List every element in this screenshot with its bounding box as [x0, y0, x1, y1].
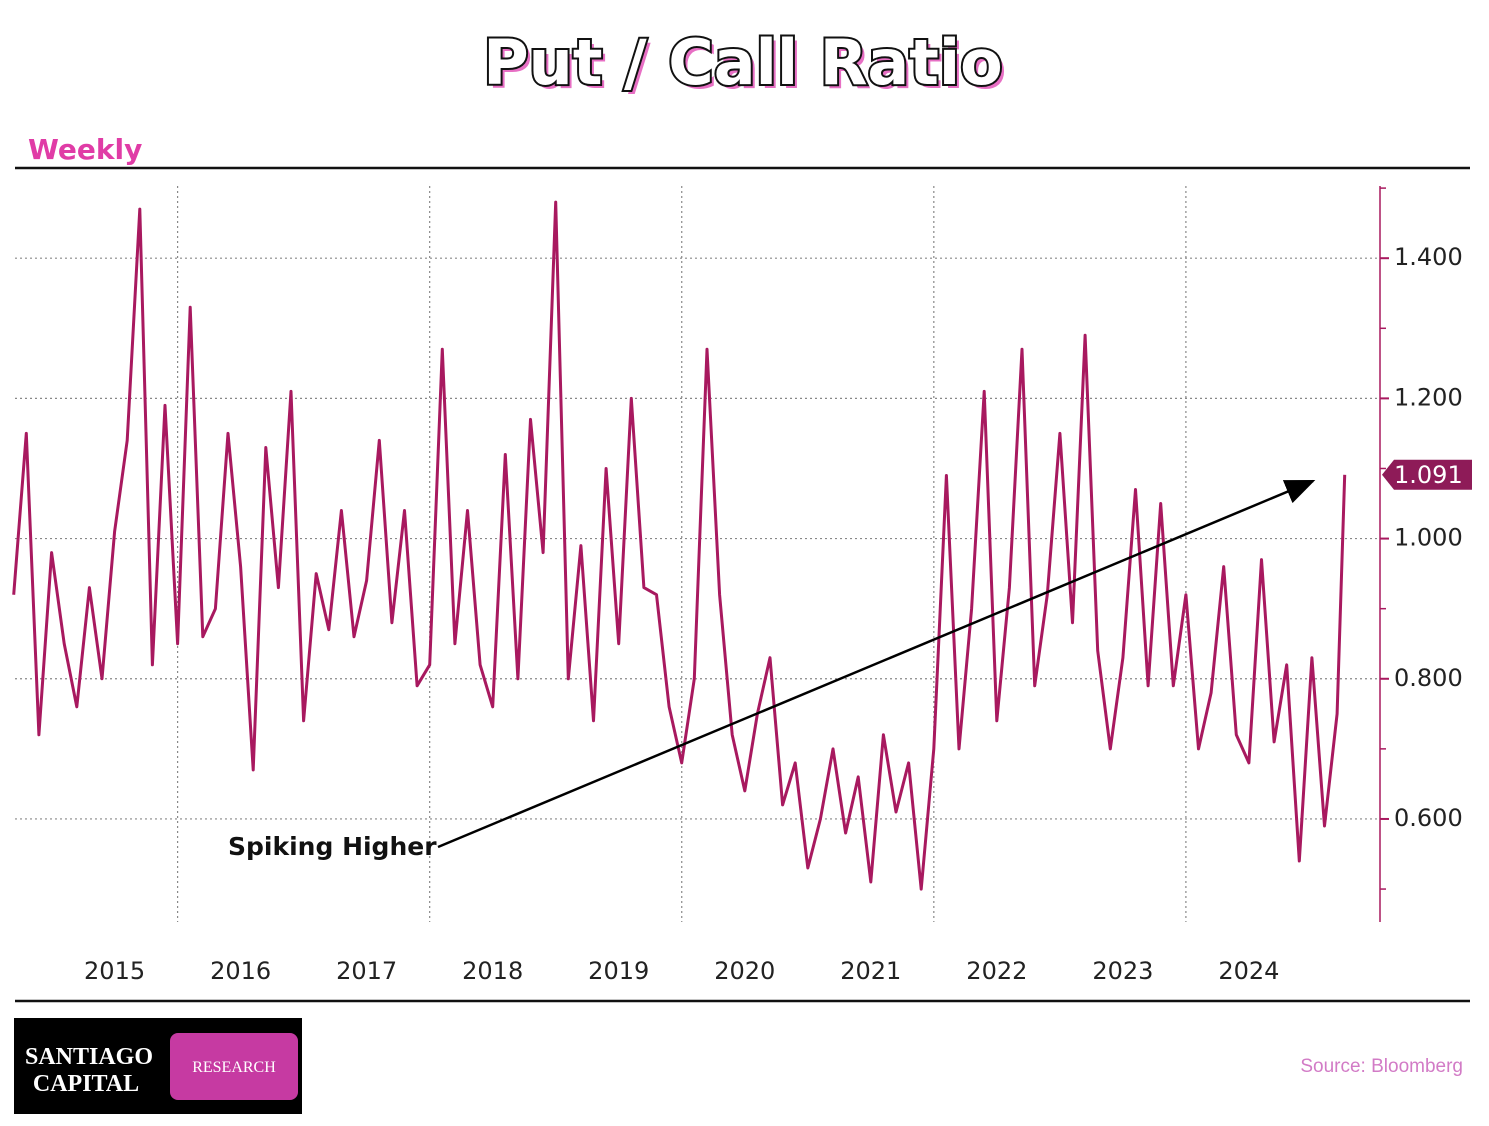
logo-text: CAPITAL	[33, 1071, 139, 1097]
logo-text: SANTIAGO	[25, 1044, 153, 1070]
line-series	[12, 200, 1347, 891]
subtitle: Weekly	[28, 133, 142, 166]
y-tick-label: 1.000	[1394, 524, 1463, 552]
x-tick-label: 2015	[84, 957, 145, 985]
y-tick-label: 1.400	[1394, 243, 1463, 271]
x-tick-label: 2022	[966, 957, 1027, 985]
x-tick-label: 2023	[1092, 957, 1153, 985]
end-label: 1.091	[1394, 461, 1463, 489]
x-tick-label: 2021	[840, 957, 901, 985]
end-label-tag	[1382, 459, 1472, 490]
x-tick-label: 2024	[1218, 957, 1279, 985]
plot-area: 0.600 0.800 1.000 1.200 1.400 2015 2016 2017 201…	[12, 186, 1472, 985]
annotation: Spiking Higher	[228, 832, 437, 861]
x-tick-label: 2016	[210, 957, 271, 985]
chart-title: Put / Call Ratio	[483, 26, 1003, 99]
y-tick-label: 0.600	[1394, 804, 1463, 832]
x-tick-label: 2020	[714, 957, 775, 985]
chart-title-shadow: Put / Call Ratio	[487, 30, 1007, 103]
logo-badge	[170, 1033, 298, 1100]
x-tick-label: 2019	[588, 957, 649, 985]
y-tick-label: 0.800	[1394, 664, 1463, 692]
y-tick-label: 1.200	[1394, 383, 1463, 411]
logo-badge-text: RESEARCH	[192, 1059, 276, 1076]
x-tick-label: 2017	[336, 957, 397, 985]
annotation-arrow	[437, 479, 1316, 849]
source: Source: Bloomberg	[1300, 1056, 1463, 1077]
x-tick-label: 2018	[462, 957, 523, 985]
